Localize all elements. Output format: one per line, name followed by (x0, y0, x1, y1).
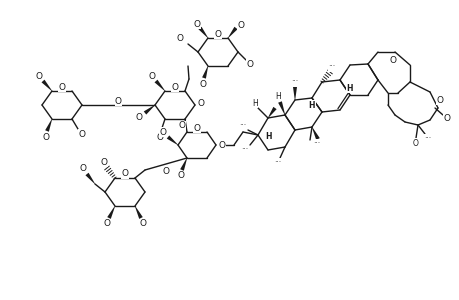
Text: O: O (199, 80, 206, 88)
Text: O: O (156, 133, 163, 142)
Text: O: O (139, 220, 146, 229)
Polygon shape (278, 101, 285, 115)
Polygon shape (227, 27, 237, 38)
Text: O: O (171, 82, 178, 91)
Text: O: O (193, 20, 200, 28)
Polygon shape (198, 27, 208, 38)
Text: O: O (103, 220, 110, 229)
Text: H: H (346, 83, 353, 92)
Text: O: O (79, 164, 86, 172)
Polygon shape (180, 158, 187, 171)
Polygon shape (167, 135, 178, 145)
Polygon shape (45, 119, 52, 132)
Text: O: O (159, 128, 166, 136)
Text: O: O (162, 167, 169, 176)
Polygon shape (292, 87, 297, 100)
Polygon shape (107, 206, 115, 219)
Text: O: O (121, 169, 128, 178)
Text: ···: ··· (239, 122, 246, 130)
Text: O: O (148, 71, 155, 80)
Text: H: H (252, 98, 257, 107)
Polygon shape (267, 107, 276, 118)
Polygon shape (134, 206, 142, 219)
Polygon shape (144, 105, 155, 115)
Text: O: O (442, 113, 449, 122)
Polygon shape (311, 127, 319, 140)
Text: H: H (308, 100, 314, 109)
Text: O: O (115, 97, 122, 106)
Text: H: H (265, 131, 272, 140)
Text: O: O (178, 121, 185, 130)
Text: O: O (246, 59, 253, 68)
Polygon shape (154, 80, 165, 91)
Text: O: O (100, 158, 107, 166)
Text: O: O (176, 34, 183, 43)
Text: ···: ··· (328, 62, 335, 71)
Text: O: O (214, 29, 221, 38)
Text: ···: ··· (241, 146, 248, 154)
Text: O: O (412, 139, 418, 148)
Text: O: O (237, 20, 244, 29)
Text: O: O (389, 56, 396, 64)
Text: O: O (218, 140, 225, 149)
Text: ···: ··· (424, 134, 431, 143)
Text: O: O (78, 130, 85, 139)
Polygon shape (202, 66, 208, 79)
Text: ···: ··· (291, 77, 298, 86)
Text: O: O (436, 95, 442, 104)
Text: O: O (177, 172, 184, 181)
Text: O: O (135, 112, 142, 122)
Text: ···: ··· (274, 158, 281, 167)
Polygon shape (41, 80, 52, 91)
Text: O: O (58, 82, 65, 91)
Polygon shape (85, 173, 95, 184)
Text: O: O (42, 133, 50, 142)
Text: O: O (197, 98, 204, 107)
Text: ···: ··· (313, 140, 320, 148)
Text: O: O (35, 71, 42, 80)
Text: O: O (193, 124, 200, 133)
Text: H: H (274, 92, 280, 100)
